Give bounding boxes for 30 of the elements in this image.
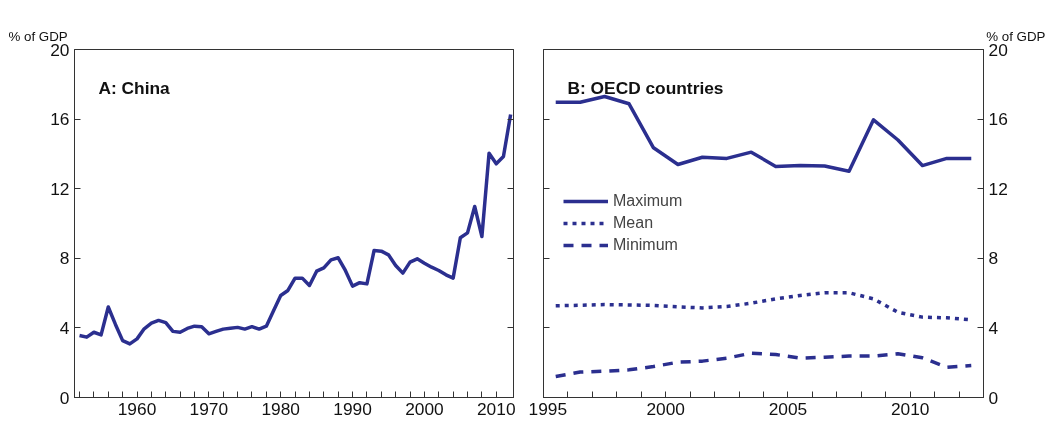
text: A: China	[98, 77, 171, 98]
text: B: OECD countries	[567, 77, 724, 98]
y-tick-label: 0	[59, 387, 70, 408]
y-tick-label: 4	[59, 317, 70, 338]
line-series	[553, 351, 974, 379]
y-axis-title: % of GDP	[8, 28, 68, 44]
y2-tick-label: 0	[988, 387, 999, 408]
x-tick-label: 1995	[528, 398, 568, 419]
x-tick-label: 1990	[333, 398, 372, 419]
x-tick-label: 1970	[189, 398, 229, 419]
line-series	[553, 94, 974, 174]
y-tick-label: 12	[50, 178, 70, 199]
y-tick-label: 8	[59, 248, 70, 269]
line-series	[77, 112, 513, 346]
y2-tick-label: 12	[988, 178, 1008, 199]
x-tick-label: 2000	[646, 398, 686, 419]
y2-tick-label: 8	[988, 248, 999, 269]
legend-label: Minimum	[613, 236, 678, 254]
x-tick-label: 2000	[405, 398, 444, 419]
x-tick-label: 2010	[890, 398, 930, 419]
y-tick-label: 16	[50, 109, 70, 130]
legend-label: Maximum	[613, 192, 683, 210]
x-tick-label: 1960	[117, 398, 157, 419]
y2-axis-title: % of GDP	[986, 28, 1046, 44]
y2-tick-label: 4	[988, 317, 999, 338]
x-tick-label: 1980	[261, 398, 300, 419]
legend-label: Mean	[613, 214, 654, 232]
y2-tick-label: 16	[988, 109, 1008, 130]
x-tick-label: 2005	[768, 398, 808, 419]
x-tick-label: 2010	[476, 398, 516, 419]
